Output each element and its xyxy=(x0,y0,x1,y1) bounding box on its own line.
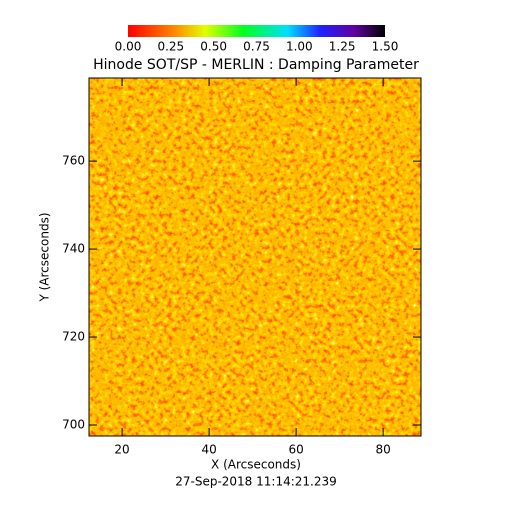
y-tick-label: 760 xyxy=(62,154,85,168)
colorbar-tick-label: 1.00 xyxy=(286,40,313,54)
chart-title: Hinode SOT/SP - MERLIN : Damping Paramet… xyxy=(93,57,419,73)
colorbar-tick-label: 0.25 xyxy=(157,40,184,54)
plot-frame xyxy=(88,77,422,437)
timestamp: 27-Sep-2018 11:14:21.239 xyxy=(175,475,337,489)
x-tick-label: 20 xyxy=(114,443,129,457)
heatmap-image xyxy=(89,78,421,436)
x-tick-label: 40 xyxy=(201,443,216,457)
x-axis-label: X (Arcseconds) xyxy=(211,458,301,472)
colorbar-tick-label: 0.75 xyxy=(243,40,270,54)
x-tick-label: 60 xyxy=(288,443,303,457)
colorbar xyxy=(128,25,385,37)
y-tick-label: 740 xyxy=(62,242,85,256)
colorbar-tick-label: 0.00 xyxy=(115,40,142,54)
colorbar-tick-label: 1.25 xyxy=(329,40,356,54)
y-tick-label: 720 xyxy=(62,330,85,344)
y-tick-label: 700 xyxy=(62,418,85,432)
colorbar-tick-label: 1.50 xyxy=(372,40,399,54)
y-axis-label: Y (Arcseconds) xyxy=(38,212,52,302)
colorbar-tick-label: 0.50 xyxy=(200,40,227,54)
x-tick-label: 80 xyxy=(376,443,391,457)
